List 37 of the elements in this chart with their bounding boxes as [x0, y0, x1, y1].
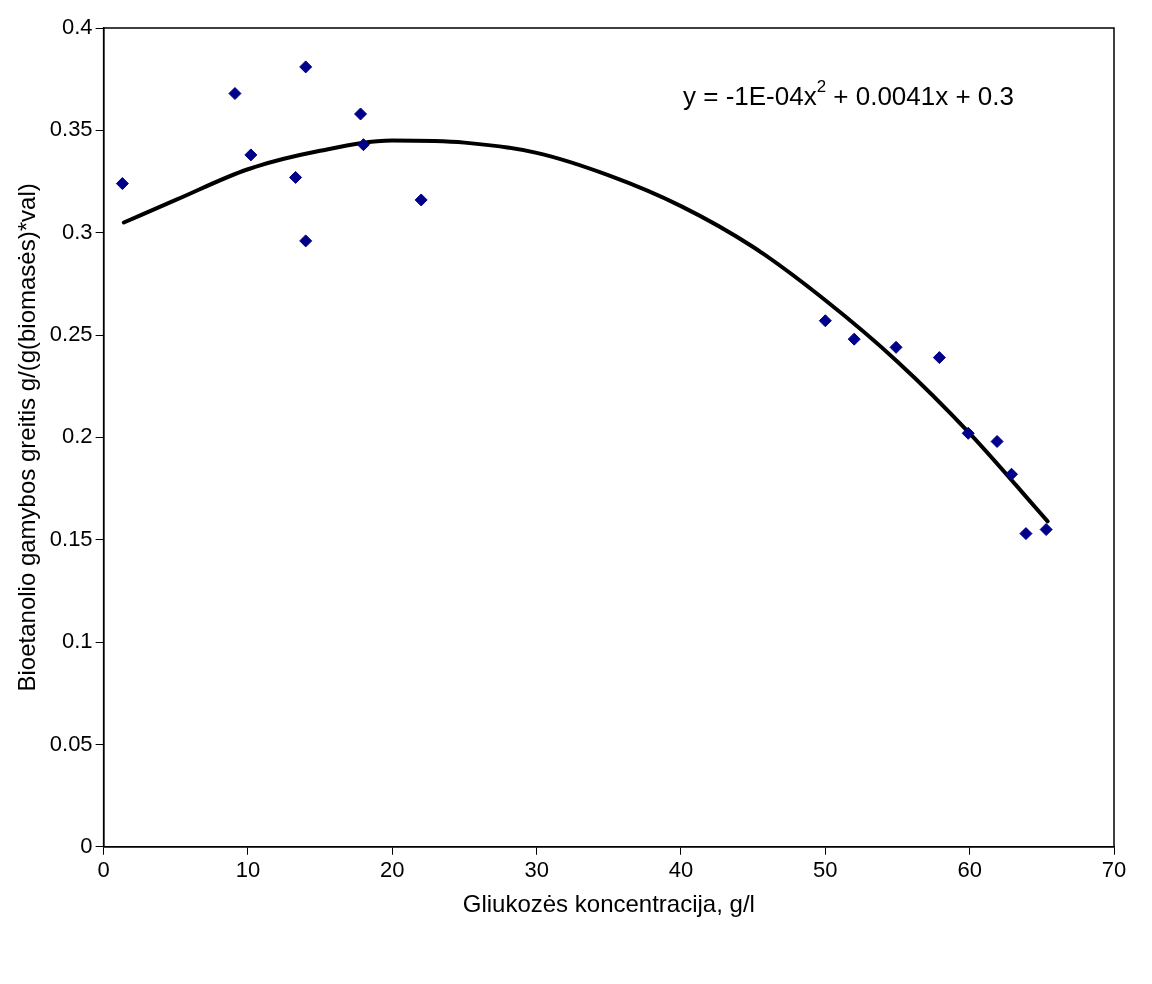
point	[1005, 467, 1019, 481]
y-tick-label: 0.1	[62, 628, 93, 654]
y-tick-label: 0.2	[62, 423, 93, 449]
point	[356, 138, 370, 152]
point	[990, 434, 1004, 448]
x-tick-label: 50	[813, 857, 838, 883]
x-tick-label: 30	[524, 857, 549, 883]
point	[289, 170, 303, 184]
y-tick-label: 0.25	[49, 321, 93, 347]
point	[889, 340, 903, 354]
point	[961, 426, 975, 440]
point	[354, 107, 368, 121]
y-tick-label: 0	[80, 832, 93, 858]
x-tick-label: 40	[668, 857, 694, 883]
x-tick-label: 10	[235, 857, 261, 883]
point	[115, 177, 129, 191]
point	[932, 351, 946, 365]
point	[228, 87, 242, 100]
point	[1039, 523, 1053, 537]
point	[818, 314, 832, 328]
point	[244, 148, 258, 162]
x-tick-label: 60	[957, 857, 982, 883]
y-tick-label: 0.3	[62, 218, 93, 244]
point	[299, 234, 313, 248]
point	[847, 332, 861, 346]
x-tick-label: 0	[97, 857, 110, 883]
point	[299, 60, 313, 74]
y-tick-label: 0.35	[49, 116, 93, 142]
y-axis-title: Bioetanolio gamybos greitis g/(g(biomasės)*val)	[13, 183, 41, 692]
y-tick-label: 0.4	[62, 14, 93, 40]
y-tick-label: 0.05	[49, 730, 93, 756]
x-axis-title: Gliukozės koncentracija, g/l	[462, 890, 755, 918]
x-tick-label: 70	[1101, 857, 1127, 883]
point	[1019, 527, 1033, 541]
y-tick-label: 0.15	[49, 525, 93, 551]
x-tick-label: 20	[380, 857, 405, 883]
point	[414, 193, 428, 207]
